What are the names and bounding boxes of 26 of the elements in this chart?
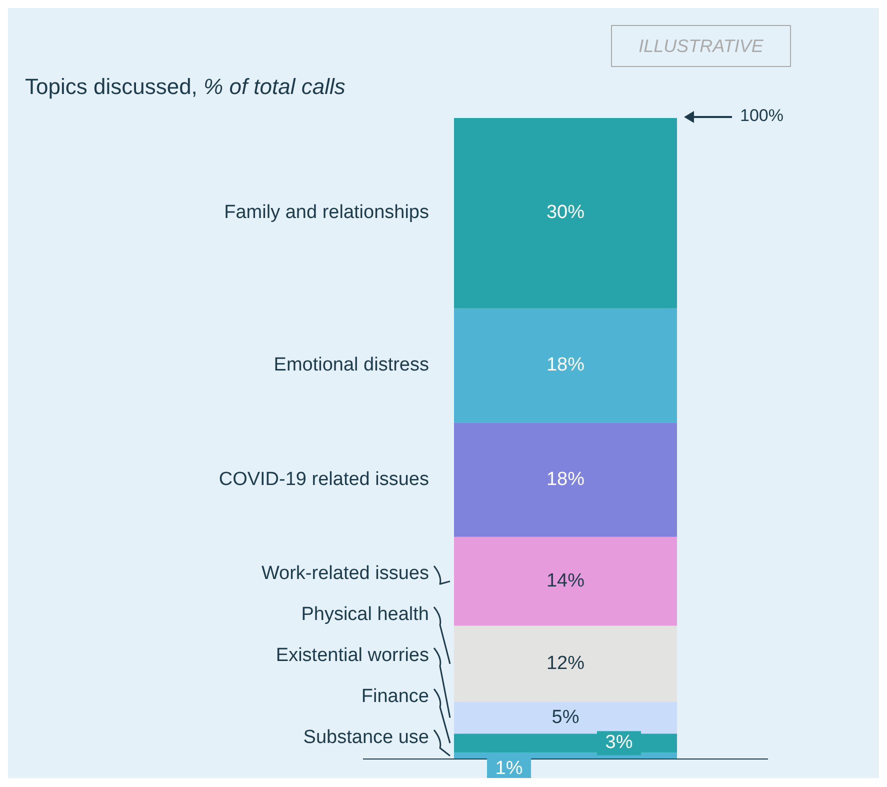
- series-label: Substance use: [303, 727, 429, 748]
- data-label: 18%: [546, 468, 585, 490]
- data-label: 3%: [605, 732, 633, 754]
- data-label: 14%: [546, 570, 585, 592]
- bar: [454, 536, 677, 626]
- bar: [454, 626, 677, 702]
- bar: [454, 118, 677, 308]
- bar: [454, 702, 677, 734]
- data-label: 1%: [495, 758, 523, 780]
- text: Topics discussed,: [25, 74, 198, 99]
- data-label: 30%: [546, 202, 585, 224]
- data-label: 5%: [552, 706, 580, 728]
- bar: [454, 308, 677, 423]
- text: 100%: [740, 106, 784, 126]
- series-label: Family and relationships: [224, 202, 429, 224]
- series-label: Work-related issues: [261, 563, 429, 584]
- bar: [454, 422, 677, 537]
- data-label: 12%: [546, 652, 585, 674]
- series-label: Physical health: [301, 604, 429, 626]
- series-label: Finance: [361, 686, 429, 708]
- text: Existential worries: [276, 645, 429, 666]
- series-label: COVID-19 related issues: [218, 468, 429, 490]
- data-label: 18%: [546, 354, 585, 376]
- text: ILLUSTRATIVE: [611, 25, 791, 67]
- series-label: Emotional distress: [274, 354, 429, 376]
- text: % of total calls: [204, 74, 346, 99]
